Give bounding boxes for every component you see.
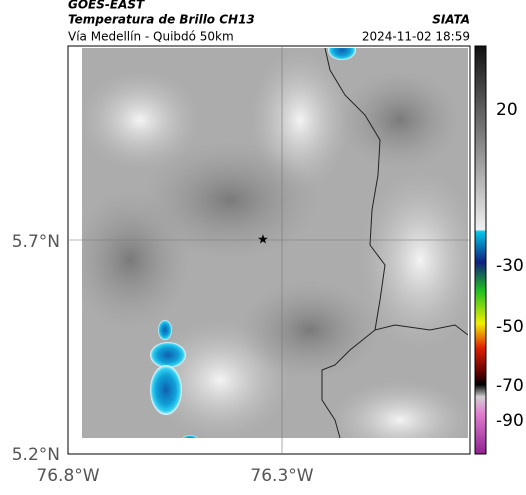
colorbar-tick: -50: [496, 317, 524, 337]
lat-tick: 5.7°N: [12, 232, 60, 252]
colorbar: [474, 45, 487, 455]
timestamp: 2024-11-02 18:59: [362, 30, 470, 44]
colorbar-tick: -90: [496, 411, 524, 431]
route: Vía Medellín - Quibdó 50km: [68, 30, 234, 44]
lon-tick: 76.8°W: [36, 466, 99, 486]
imagery: [82, 48, 468, 438]
lon-tick: 76.3°W: [250, 466, 313, 486]
title: Temperatura de Brillo CH13: [68, 13, 255, 27]
colorbar-tick: 20: [496, 100, 518, 120]
lat-tick: 5.2°N: [12, 445, 60, 465]
colorbar-tick: -70: [496, 376, 524, 396]
location-marker: ★: [257, 233, 269, 248]
colorbar-tick: -30: [496, 256, 524, 276]
source: GOES-EAST: [68, 0, 145, 12]
map-frame: [67, 45, 471, 455]
brand: SIATA: [432, 13, 470, 27]
